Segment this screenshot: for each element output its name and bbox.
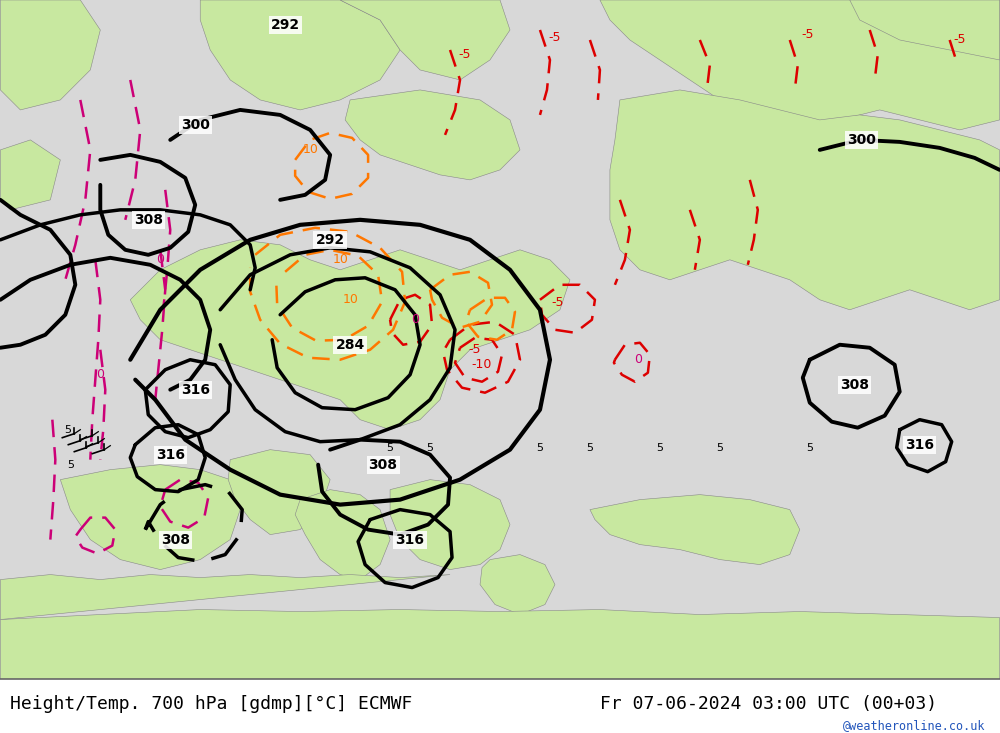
Text: 0: 0 xyxy=(96,368,104,381)
Text: -5: -5 xyxy=(953,34,966,46)
Polygon shape xyxy=(610,90,1000,310)
Text: 0: 0 xyxy=(411,313,419,326)
Text: 10: 10 xyxy=(342,293,358,306)
Text: 292: 292 xyxy=(271,18,300,32)
Text: 316: 316 xyxy=(156,448,185,462)
Text: 308: 308 xyxy=(134,213,163,226)
Text: 5: 5 xyxy=(387,443,394,453)
Text: 5: 5 xyxy=(427,443,434,453)
Polygon shape xyxy=(480,555,555,614)
Polygon shape xyxy=(600,0,1000,130)
Text: 10: 10 xyxy=(332,254,348,266)
Text: 300: 300 xyxy=(181,118,210,132)
Polygon shape xyxy=(345,90,520,180)
Text: 0: 0 xyxy=(634,353,642,366)
Text: 10: 10 xyxy=(302,144,318,156)
Polygon shape xyxy=(200,0,400,110)
Text: 5: 5 xyxy=(67,460,74,470)
Polygon shape xyxy=(228,449,330,534)
Text: -5: -5 xyxy=(802,29,814,42)
Text: -5: -5 xyxy=(469,343,481,356)
Text: 308: 308 xyxy=(840,377,869,391)
Text: 316: 316 xyxy=(905,438,934,452)
Polygon shape xyxy=(60,465,240,570)
Polygon shape xyxy=(590,495,800,564)
Text: 316: 316 xyxy=(181,383,210,397)
Text: 5: 5 xyxy=(806,443,813,453)
Text: @weatheronline.co.uk: @weatheronline.co.uk xyxy=(842,719,985,732)
Text: 5: 5 xyxy=(586,443,593,453)
Text: 5: 5 xyxy=(536,443,543,453)
Polygon shape xyxy=(0,575,450,619)
Polygon shape xyxy=(0,0,100,110)
Text: 5: 5 xyxy=(64,424,71,435)
Text: 300: 300 xyxy=(847,133,876,147)
Text: 5: 5 xyxy=(656,443,663,453)
Polygon shape xyxy=(295,490,390,580)
Polygon shape xyxy=(390,479,510,570)
Text: -5: -5 xyxy=(552,296,564,309)
Text: 292: 292 xyxy=(316,233,345,247)
Text: Height/Temp. 700 hPa [gdmp][°C] ECMWF: Height/Temp. 700 hPa [gdmp][°C] ECMWF xyxy=(10,695,412,712)
Text: 316: 316 xyxy=(396,533,425,547)
Text: -10: -10 xyxy=(472,358,492,371)
Text: -5: -5 xyxy=(549,32,561,45)
Polygon shape xyxy=(130,240,570,430)
Text: 0: 0 xyxy=(156,254,164,266)
Polygon shape xyxy=(0,610,1000,679)
Polygon shape xyxy=(850,0,1000,60)
Text: Fr 07-06-2024 03:00 UTC (00+03): Fr 07-06-2024 03:00 UTC (00+03) xyxy=(600,695,937,712)
Text: 308: 308 xyxy=(369,457,398,471)
Text: 5: 5 xyxy=(716,443,723,453)
Text: -5: -5 xyxy=(459,48,471,62)
Polygon shape xyxy=(340,0,510,80)
Text: 284: 284 xyxy=(335,338,365,352)
Text: 308: 308 xyxy=(161,533,190,547)
Polygon shape xyxy=(0,140,60,210)
